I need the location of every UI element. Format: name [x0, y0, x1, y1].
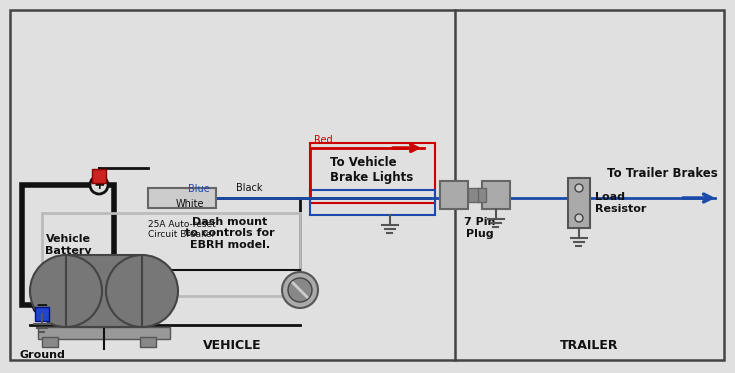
Bar: [568, 178, 590, 228]
Bar: [42, 337, 58, 347]
Text: To Vehicle
Brake Lights: To Vehicle Brake Lights: [330, 156, 413, 184]
Bar: [140, 337, 156, 347]
Bar: [310, 190, 435, 215]
Circle shape: [90, 176, 108, 194]
Bar: [66, 255, 142, 327]
Circle shape: [282, 272, 318, 308]
Text: Red: Red: [314, 135, 333, 145]
Circle shape: [288, 278, 312, 302]
Text: Ground: Ground: [19, 350, 65, 360]
Text: White: White: [176, 199, 204, 209]
Text: 7 Pin
Plug: 7 Pin Plug: [465, 217, 495, 239]
Text: TRAILER: TRAILER: [560, 339, 619, 352]
Circle shape: [575, 214, 583, 222]
Text: −: −: [35, 298, 49, 313]
Bar: [148, 188, 216, 208]
Circle shape: [33, 296, 51, 314]
Bar: [22, 185, 114, 305]
Bar: [66, 255, 142, 327]
Bar: [310, 143, 435, 203]
Text: Black: Black: [236, 183, 262, 193]
Text: +: +: [93, 178, 105, 192]
Text: Load
Resistor: Load Resistor: [595, 192, 646, 214]
Text: To Trailer Brakes: To Trailer Brakes: [607, 167, 718, 180]
Circle shape: [575, 184, 583, 192]
Circle shape: [106, 255, 178, 327]
Text: VEHICLE: VEHICLE: [203, 339, 262, 352]
Text: Blue: Blue: [188, 184, 209, 194]
Text: Vehicle
Battery: Vehicle Battery: [45, 234, 91, 256]
Text: Dash mount
to controls for
EBRH model.: Dash mount to controls for EBRH model.: [185, 217, 275, 250]
Bar: [468, 188, 482, 202]
Bar: [482, 181, 510, 209]
Circle shape: [30, 255, 102, 327]
Bar: [38, 327, 170, 339]
Bar: [92, 169, 106, 183]
Bar: [478, 188, 486, 202]
Bar: [440, 181, 468, 209]
Text: 25A Auto-reset
Circuit Breaker: 25A Auto-reset Circuit Breaker: [148, 220, 216, 239]
Bar: [35, 307, 49, 321]
